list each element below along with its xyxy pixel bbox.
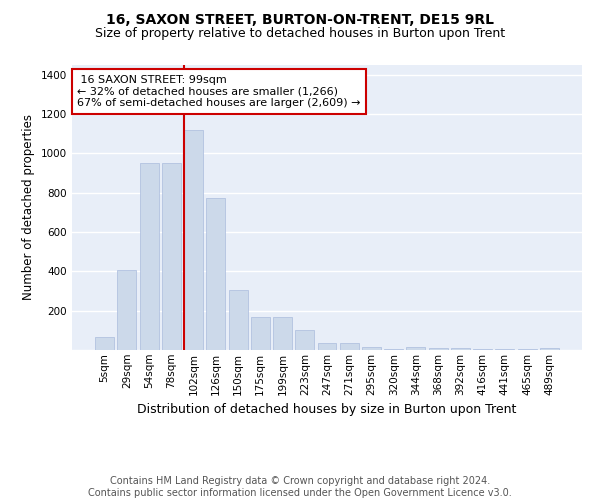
Bar [251,316,270,350]
Bar [429,348,448,350]
Bar [184,130,203,350]
Bar [317,343,337,350]
Text: 16, SAXON STREET, BURTON-ON-TRENT, DE15 9RL: 16, SAXON STREET, BURTON-ON-TRENT, DE15 … [106,12,494,26]
Bar [229,290,248,350]
Text: Contains HM Land Registry data © Crown copyright and database right 2024.
Contai: Contains HM Land Registry data © Crown c… [88,476,512,498]
Bar [95,337,114,350]
Bar [118,270,136,350]
Bar [518,349,536,350]
Bar [340,343,359,350]
Bar [473,349,492,350]
Bar [295,330,314,350]
Bar [162,164,181,350]
Bar [406,347,425,350]
Bar [140,164,158,350]
Text: 16 SAXON STREET: 99sqm
← 32% of detached houses are smaller (1,266)
67% of semi-: 16 SAXON STREET: 99sqm ← 32% of detached… [77,75,361,108]
X-axis label: Distribution of detached houses by size in Burton upon Trent: Distribution of detached houses by size … [137,403,517,416]
Bar [273,316,292,350]
Bar [362,347,381,350]
Bar [540,348,559,350]
Text: Size of property relative to detached houses in Burton upon Trent: Size of property relative to detached ho… [95,28,505,40]
Bar [451,348,470,350]
Bar [206,198,225,350]
Bar [496,349,514,350]
Bar [384,349,403,350]
Y-axis label: Number of detached properties: Number of detached properties [22,114,35,300]
